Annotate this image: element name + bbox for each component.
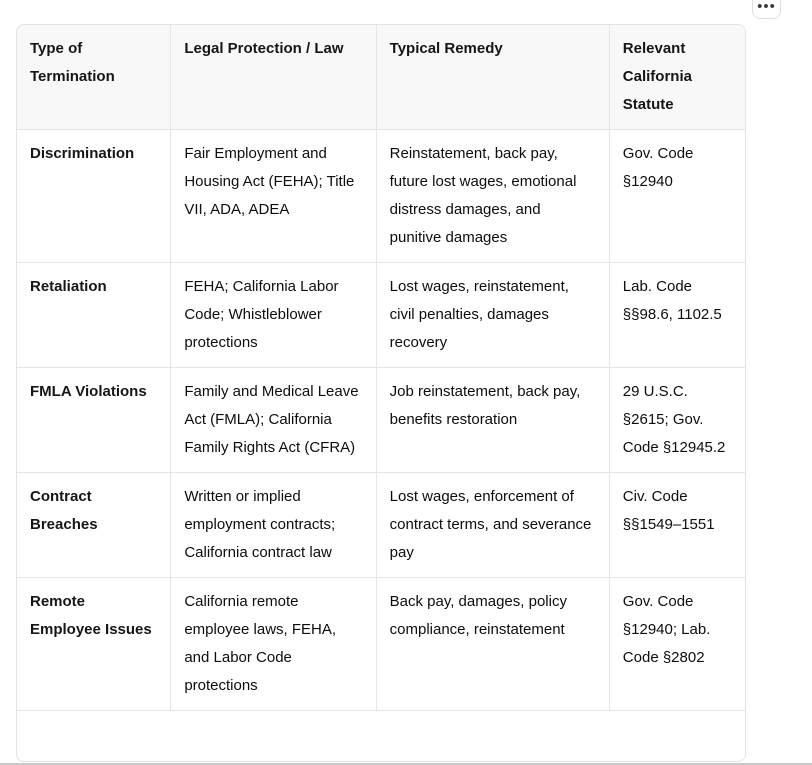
cell-statute: Civ. Code §§1549–1551	[609, 472, 745, 578]
cell-type: FMLA Violations	[17, 367, 172, 473]
col-header-legal-protection: Legal Protection / Law	[170, 25, 377, 130]
cell-protection: Written or implied employment contracts;…	[170, 472, 377, 578]
cell-type: Contract Breaches	[17, 472, 172, 578]
table-row-retaliation: Retaliation FEHA; California Labor Code;…	[17, 262, 745, 368]
termination-table: Type of Termination Legal Protection / L…	[17, 25, 745, 711]
cell-statute: Gov. Code §12940	[609, 129, 745, 263]
cell-remedy: Lost wages, reinstatement, civil penalti…	[376, 262, 610, 368]
cell-remedy: Lost wages, enforcement of contract term…	[376, 472, 610, 578]
cell-statute: 29 U.S.C. §2615; Gov. Code §12945.2	[609, 367, 745, 473]
table-row-fmla-violations: FMLA Violations Family and Medical Leave…	[17, 367, 745, 473]
cell-protection: Family and Medical Leave Act (FMLA); Cal…	[170, 367, 377, 473]
cell-remedy: Reinstatement, back pay, future lost wag…	[376, 129, 610, 263]
cell-remedy: Back pay, damages, policy compliance, re…	[376, 577, 610, 711]
cell-statute: Gov. Code §12940; Lab. Code §2802	[609, 577, 745, 711]
cell-protection: California remote employee laws, FEHA, a…	[170, 577, 377, 711]
header-row: Type of Termination Legal Protection / L…	[17, 25, 745, 130]
termination-table-container: Type of Termination Legal Protection / L…	[16, 24, 746, 762]
cell-remedy: Job reinstatement, back pay, benefits re…	[376, 367, 610, 473]
cell-protection: FEHA; California Labor Code; Whistleblow…	[170, 262, 377, 368]
cell-statute: Lab. Code §§98.6, 1102.5	[609, 262, 745, 368]
table-row-discrimination: Discrimination Fair Employment and Housi…	[17, 129, 745, 263]
ellipsis-icon: •••	[757, 0, 776, 15]
bottom-divider	[0, 763, 812, 765]
col-header-relevant-statute: Relevant California Statute	[609, 25, 745, 130]
cell-type: Remote Employee Issues	[17, 577, 172, 711]
table-row-remote-employee-issues: Remote Employee Issues California remote…	[17, 577, 745, 711]
col-header-typical-remedy: Typical Remedy	[376, 25, 610, 130]
cell-protection: Fair Employment and Housing Act (FEHA); …	[170, 129, 377, 263]
cell-type: Discrimination	[17, 129, 172, 263]
table-options-button[interactable]: •••	[752, 0, 781, 19]
table-row-contract-breaches: Contract Breaches Written or implied emp…	[17, 472, 745, 578]
col-header-type-of-termination: Type of Termination	[17, 25, 172, 130]
cell-type: Retaliation	[17, 262, 172, 368]
